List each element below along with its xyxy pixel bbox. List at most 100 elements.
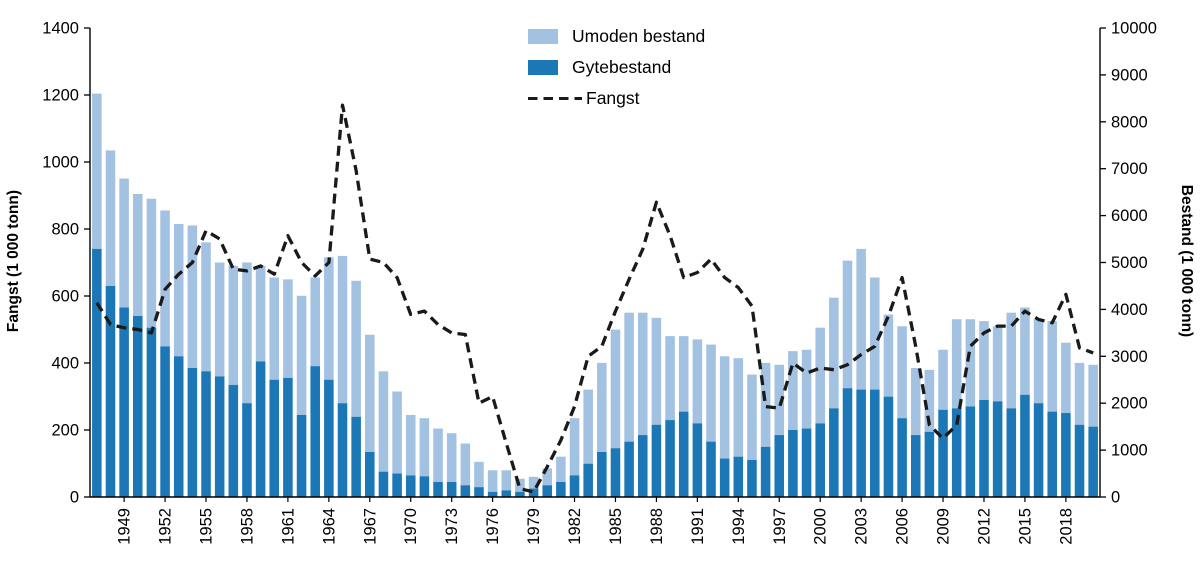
bar-gyte-segment [242,403,252,497]
bar-gyte-segment [637,435,648,497]
bar-gyte-segment [515,491,525,497]
bar-umoden-segment [583,389,593,464]
x-tick-label: 2018 [1057,508,1075,545]
bar-gyte-segment [324,379,334,497]
bar-gyte-segment [665,420,675,497]
bar-gyte-segment [269,379,280,497]
bar-gyte-segment [692,423,703,497]
bar-umoden-segment [938,349,948,410]
bar-gyte-segment [842,388,853,497]
bar-umoden-segment [296,295,307,415]
bar-gyte-segment [569,475,580,497]
bar-umoden-segment [842,260,853,389]
x-tick-label: 2006 [894,508,912,545]
bar-gyte-segment [160,346,170,497]
x-tick-label: 1973 [443,508,461,545]
right-tick-label: 1000 [1111,442,1148,460]
left-tick-label: 0 [70,489,79,507]
fangst-dashed-line-swatch [528,96,582,101]
bar-umoden-segment [460,443,471,486]
bar-umoden-segment [1088,364,1098,427]
legend-label-fangst: Fangst [586,88,640,108]
x-tick-label: 1976 [484,508,502,545]
bar-umoden-segment [392,391,402,474]
left-axis-title: Fangst (1 000 tonn) [5,189,22,333]
bar-gyte-segment [624,441,634,497]
bar-umoden-segment [678,336,689,412]
bar-umoden-segment [187,225,198,369]
bar-umoden-segment [788,351,798,430]
left-tick-label: 200 [51,422,79,440]
fangst-line [95,103,1094,494]
x-tick-label: 1988 [648,508,666,545]
bar-umoden-segment [501,470,512,491]
x-tick-label: 1979 [525,508,543,545]
bar-gyte-segment [815,423,825,497]
bar-gyte-segment [1061,413,1071,497]
right-tick-label: 10000 [1111,20,1157,38]
bar-gyte-segment [119,307,129,497]
bar-gyte-segment [528,488,539,497]
right-tick-label: 7000 [1111,160,1148,178]
bar-umoden-segment [310,277,320,367]
bar-umoden-segment [610,329,621,449]
bar-gyte-segment [856,389,866,497]
bar-gyte-segment [337,403,348,497]
bar-umoden-segment [815,327,825,424]
bar-umoden-segment [979,321,989,400]
bar-gyte-segment [446,481,457,497]
bar-gyte-segment [228,384,239,497]
legend-label-gytebestand: Gytebestand [572,57,672,77]
bar-umoden-segment [719,356,730,459]
bar-gyte-segment [1047,411,1057,497]
bar-gyte-segment [897,418,907,497]
bar-umoden-segment [269,277,280,380]
bar-gyte-segment [801,428,812,497]
bar-umoden-segment [924,369,935,432]
bar-gyte-segment [501,490,512,497]
bar-umoden-segment [597,362,607,452]
bar-umoden-segment [105,150,116,286]
left-tick-label: 800 [51,221,79,239]
bar-gyte-segment [610,448,621,497]
x-tick-label: 1985 [607,508,625,545]
x-tick-label: 2003 [853,508,871,545]
bar-umoden-segment [706,344,716,442]
bar-gyte-segment [556,481,566,497]
bar-gyte-segment [542,485,552,497]
left-tick-label: 400 [51,355,79,373]
bar-umoden-segment [951,319,962,409]
bar-umoden-segment [801,349,812,429]
legend: Umoden bestand Gytebestand Fangst [528,26,705,109]
bar-umoden-segment [255,265,266,362]
bar-umoden-segment [365,334,375,452]
x-tick-label: 2000 [812,508,830,545]
right-tick-label: 5000 [1111,254,1148,272]
bar-umoden-segment [992,326,1003,402]
right-axis-title: Bestand (1 000 tonn) [1178,184,1195,338]
bar-gyte-segment [433,481,443,497]
bar-gyte-segment [365,451,375,497]
bar-umoden-segment [1074,362,1085,425]
bar-gyte-segment [951,408,962,497]
bar-umoden-segment [160,210,170,347]
bar-gyte-segment [474,487,484,497]
bar-umoden-segment [1006,312,1017,409]
bar-umoden-segment [132,194,143,316]
bar-umoden-segment [733,358,744,457]
bar-umoden-segment [474,461,484,488]
bar-umoden-segment [92,93,102,249]
bar-gyte-segment [1006,408,1017,497]
bar-umoden-segment [405,414,416,476]
bar-gyte-segment [910,435,921,497]
bar-gyte-segment [583,463,593,497]
left-tick-label: 1000 [42,154,79,172]
bar-gyte-segment [187,368,198,497]
bar-umoden-segment [692,339,703,424]
left-tick-label: 1400 [42,20,79,38]
bar-umoden-segment [747,374,757,460]
bar-gyte-segment [870,389,880,497]
bar-gyte-segment [760,446,771,497]
right-tick-label: 2000 [1111,395,1148,413]
bar-umoden-segment [965,319,976,407]
